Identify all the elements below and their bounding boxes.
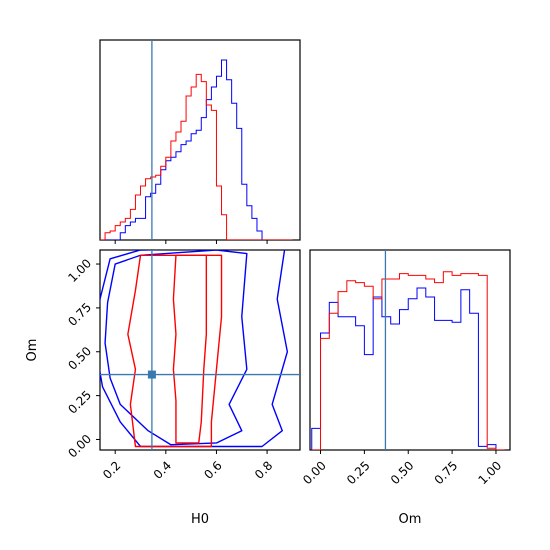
x-h0-tick-label: 0.2 xyxy=(100,458,123,481)
x-h0-tick-label: 0.4 xyxy=(151,458,174,481)
y-om-tick-label: 0.50 xyxy=(65,344,94,373)
x-om-tick-label: 0.00 xyxy=(300,458,329,487)
x-axis-label-h0: H0 xyxy=(191,512,209,527)
y-om-tick-label: 0.00 xyxy=(65,432,94,461)
y-om-tick-label: 0.75 xyxy=(65,300,94,329)
panel-bottom-left-frame xyxy=(99,249,301,451)
panel-bottom-right-frame xyxy=(309,249,511,451)
contour-red-inner xyxy=(172,254,208,444)
x-om-tick-label: 1.00 xyxy=(476,458,505,487)
truth-group xyxy=(100,40,387,450)
x-om-tick-label: 0.25 xyxy=(344,458,373,487)
contour-blue-outer xyxy=(100,250,289,448)
x-h0-tick-label: 0.8 xyxy=(252,458,275,481)
hist-h0-group xyxy=(100,59,293,240)
x-om-tick-label: 0.50 xyxy=(388,458,417,487)
hist-om-group xyxy=(311,271,505,450)
hist-h0-blue-series xyxy=(100,59,293,240)
contour-blue-inner xyxy=(104,250,248,446)
x-axis-label-om: Om xyxy=(399,512,422,527)
truth-marker xyxy=(147,370,156,379)
x-h0-tick-label: 0.6 xyxy=(201,458,224,481)
contour-group xyxy=(100,250,289,448)
hist-om-blue-series xyxy=(311,287,505,450)
x-om-tick-label: 0.75 xyxy=(432,458,461,487)
panel-top-left-frame xyxy=(99,39,301,241)
hist-om-red-series xyxy=(311,271,505,450)
hist-h0-red-series xyxy=(100,73,293,240)
y-om-tick-label: 0.25 xyxy=(65,388,94,417)
y-axis-label-om: Om xyxy=(25,339,40,362)
y-om-tick-label: 1.00 xyxy=(65,256,94,285)
